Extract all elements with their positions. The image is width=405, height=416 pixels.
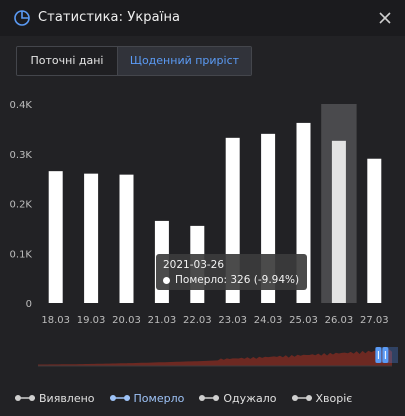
legend-item-detected[interactable]: Виявлено bbox=[14, 392, 95, 405]
legend-label: Виявлено bbox=[39, 391, 95, 405]
legend-line-icon bbox=[15, 395, 35, 401]
tab-bar: Поточні дані Щоденний приріст bbox=[16, 46, 252, 76]
x-tick-label: 19.03 bbox=[77, 315, 106, 326]
x-tick-label: 18.03 bbox=[41, 315, 70, 326]
x-tick-label: 25.03 bbox=[289, 315, 318, 326]
window-header: Статистика: Україна bbox=[0, 0, 405, 36]
bar-26.03 bbox=[331, 140, 346, 303]
x-tick-label: 20.03 bbox=[112, 315, 141, 326]
bar-25.03 bbox=[296, 122, 311, 303]
x-tick-label: 24.03 bbox=[254, 315, 283, 326]
legend-item-recovered[interactable]: Одужало bbox=[198, 391, 277, 405]
y-tick-label: 0.3K bbox=[10, 150, 33, 161]
tab-current-data[interactable]: Поточні дані bbox=[17, 47, 117, 75]
bar-22.03 bbox=[190, 225, 205, 303]
bar-20.03 bbox=[119, 174, 134, 303]
bar-27.03 bbox=[367, 158, 382, 303]
legend-label: Одужало bbox=[223, 391, 277, 405]
legend-item-died[interactable]: Померло bbox=[109, 391, 185, 405]
bar-19.03 bbox=[84, 173, 99, 303]
y-tick-label: 0.2K bbox=[10, 200, 33, 211]
legend-item-sick[interactable]: Хворіє bbox=[291, 391, 353, 405]
legend-label: Хворіє bbox=[315, 391, 353, 405]
bar-chart: 0 0.1K 0.2K 0.3K 0.4K 18.03 19.03 20.03 21.03 22.… bbox=[10, 100, 389, 326]
bar-23.03 bbox=[225, 137, 240, 303]
y-tick-label: 0.4K bbox=[10, 100, 33, 111]
x-tick-label: 27.03 bbox=[360, 315, 389, 326]
window-title: Статистика: Україна bbox=[38, 10, 181, 25]
pie-chart-icon bbox=[14, 10, 30, 26]
tab-daily-growth[interactable]: Щоденний приріст bbox=[117, 47, 251, 75]
legend: Виявлено Померло Одужало Хворіє bbox=[14, 390, 366, 406]
x-tick-label: 22.03 bbox=[183, 315, 212, 326]
legend-line-icon bbox=[291, 395, 312, 401]
x-tick-label: 23.03 bbox=[218, 315, 247, 326]
y-tick-label: 0 bbox=[26, 299, 32, 310]
x-tick-label: 26.03 bbox=[325, 315, 354, 326]
bar-18.03 bbox=[48, 171, 63, 303]
navigator-area bbox=[38, 349, 392, 366]
bar-21.03 bbox=[154, 220, 169, 303]
bar-24.03 bbox=[261, 133, 276, 303]
legend-line-icon bbox=[199, 395, 220, 401]
y-tick-label: 0.1K bbox=[10, 249, 33, 260]
x-tick-label: 21.03 bbox=[148, 315, 177, 326]
range-navigator[interactable] bbox=[0, 340, 405, 370]
legend-label: Померло bbox=[133, 391, 185, 405]
close-icon[interactable] bbox=[377, 10, 393, 26]
legend-line-icon bbox=[109, 395, 130, 401]
